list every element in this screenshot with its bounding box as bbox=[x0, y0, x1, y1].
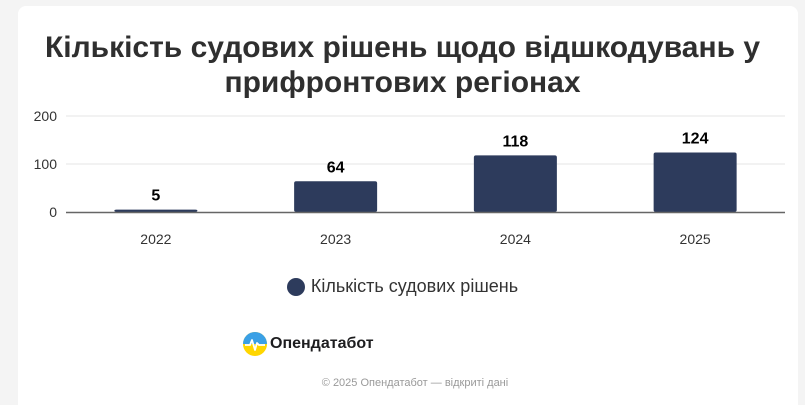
bar-2023 bbox=[294, 181, 378, 212]
opendatabot-logo[interactable]: Опендатабот bbox=[242, 331, 374, 357]
chart-legend[interactable]: Кількість судових рішень bbox=[0, 276, 805, 297]
footer-text: © 2025 Опендатабот — відкриті дані bbox=[321, 377, 509, 389]
bar-2024 bbox=[473, 155, 557, 212]
bar-2022 bbox=[114, 209, 198, 212]
y-tick-label-0: 0 bbox=[49, 204, 57, 220]
chart-title-line-2: прифронтових регіонах bbox=[224, 66, 581, 99]
y-tick-label-100: 100 bbox=[34, 156, 58, 172]
opendatabot-logo-icon bbox=[243, 332, 267, 356]
legend-swatch bbox=[286, 277, 305, 296]
data-label-2025: 124 bbox=[682, 130, 709, 147]
x-tick-label-2025: 2025 bbox=[680, 231, 711, 247]
x-tick-label-2024: 2024 bbox=[500, 231, 531, 247]
x-tick-label-2023: 2023 bbox=[320, 231, 351, 247]
data-label-2024: 118 bbox=[502, 133, 528, 150]
data-label-2023: 64 bbox=[327, 159, 345, 176]
legend-label: Кількість судових рішень bbox=[310, 276, 519, 296]
chart-title-line-1: Кількість судових рішень щодо відшкодува… bbox=[44, 31, 761, 64]
logo-text: Опендатабот bbox=[270, 335, 374, 352]
y-tick-label-200: 200 bbox=[34, 108, 58, 124]
chart-title: Кількість судових рішень щодо відшкодува… bbox=[0, 30, 805, 100]
x-tick-label-2022: 2022 bbox=[140, 231, 171, 247]
bar-2025 bbox=[653, 152, 737, 212]
data-label-2022: 5 bbox=[151, 188, 160, 205]
bar-chart: 0 100 200 5 2022 64 2023 118 2024 124 2025 bbox=[34, 108, 785, 247]
